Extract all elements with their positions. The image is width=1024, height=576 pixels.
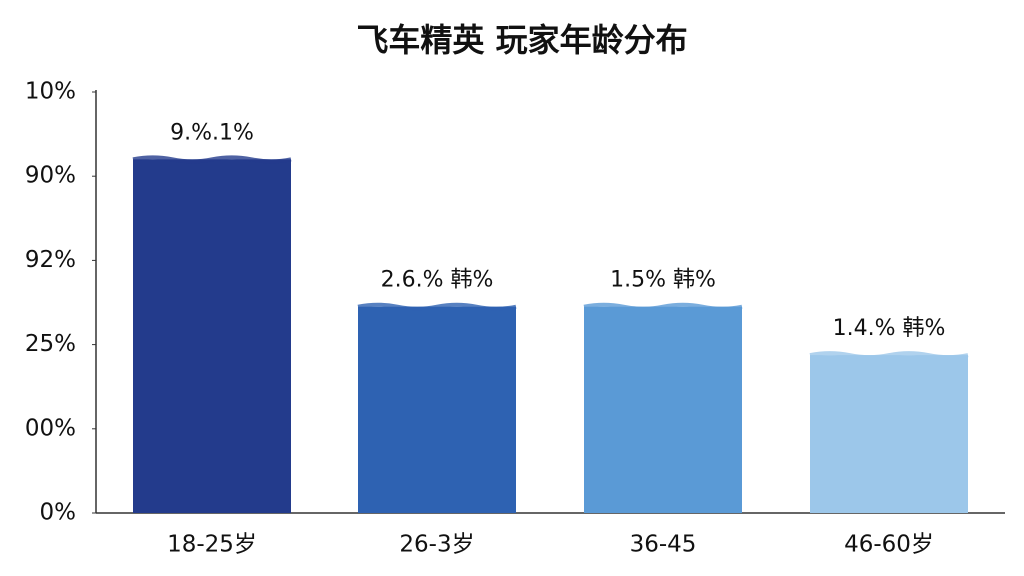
bar-top-wave — [132, 155, 292, 164]
chart-title: 飞车精英 玩家年龄分布 — [356, 21, 687, 59]
x-tick-label: 26-3岁 — [399, 532, 474, 558]
x-tick-label: 36-45 — [630, 532, 697, 558]
y-tick-label: 0% — [40, 500, 77, 526]
bar — [584, 306, 742, 513]
bar — [358, 306, 516, 513]
y-tick-label: 10% — [25, 79, 76, 105]
x-tick-label: 18-25岁 — [167, 532, 257, 558]
y-tick-label: 92% — [25, 247, 76, 273]
value-label: 9.%.1% — [170, 120, 254, 145]
bar-top-wave — [583, 302, 743, 311]
value-label: 1.4.% 韩% — [833, 316, 946, 341]
y-tick-label: 00% — [25, 415, 76, 441]
y-tick-label: 25% — [25, 331, 76, 357]
value-label: 2.6.% 韩% — [381, 268, 494, 293]
bar-top-wave — [357, 302, 517, 311]
y-tick-label: 90% — [25, 163, 76, 189]
x-tick-label: 46-60岁 — [844, 532, 934, 558]
bar — [133, 159, 291, 514]
bar — [810, 355, 968, 513]
value-label: 1.5% 韩% — [610, 268, 716, 293]
bar-top-wave — [809, 351, 969, 360]
